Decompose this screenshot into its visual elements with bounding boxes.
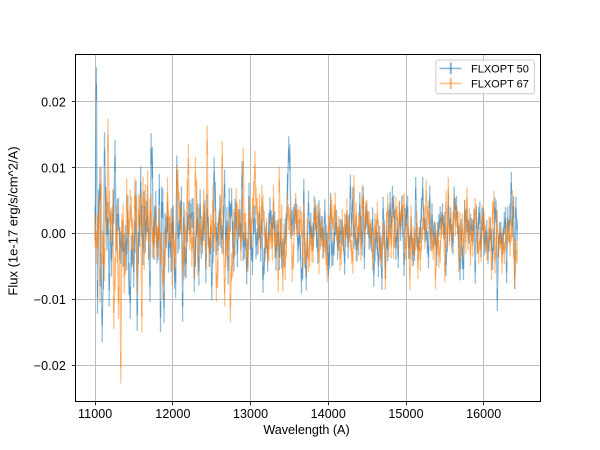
svg-text:14000: 14000 [311, 407, 346, 421]
svg-text:15000: 15000 [388, 407, 423, 421]
svg-text:0.00: 0.00 [41, 227, 66, 241]
svg-text:FLXOPT 50: FLXOPT 50 [471, 63, 529, 75]
svg-text:Flux (1e-17 erg/s/cm^2/A): Flux (1e-17 erg/s/cm^2/A) [6, 146, 21, 295]
svg-text:−0.01: −0.01 [34, 293, 66, 307]
svg-text:FLXOPT 67: FLXOPT 67 [471, 78, 529, 90]
svg-text:0.01: 0.01 [41, 161, 66, 175]
svg-text:−0.02: −0.02 [34, 359, 66, 373]
svg-text:13000: 13000 [233, 407, 268, 421]
svg-text:0.02: 0.02 [41, 95, 66, 109]
svg-text:16000: 16000 [466, 407, 501, 421]
svg-text:11000: 11000 [78, 407, 112, 421]
svg-text:12000: 12000 [155, 407, 190, 421]
svg-text:Wavelength (A): Wavelength (A) [263, 423, 349, 437]
